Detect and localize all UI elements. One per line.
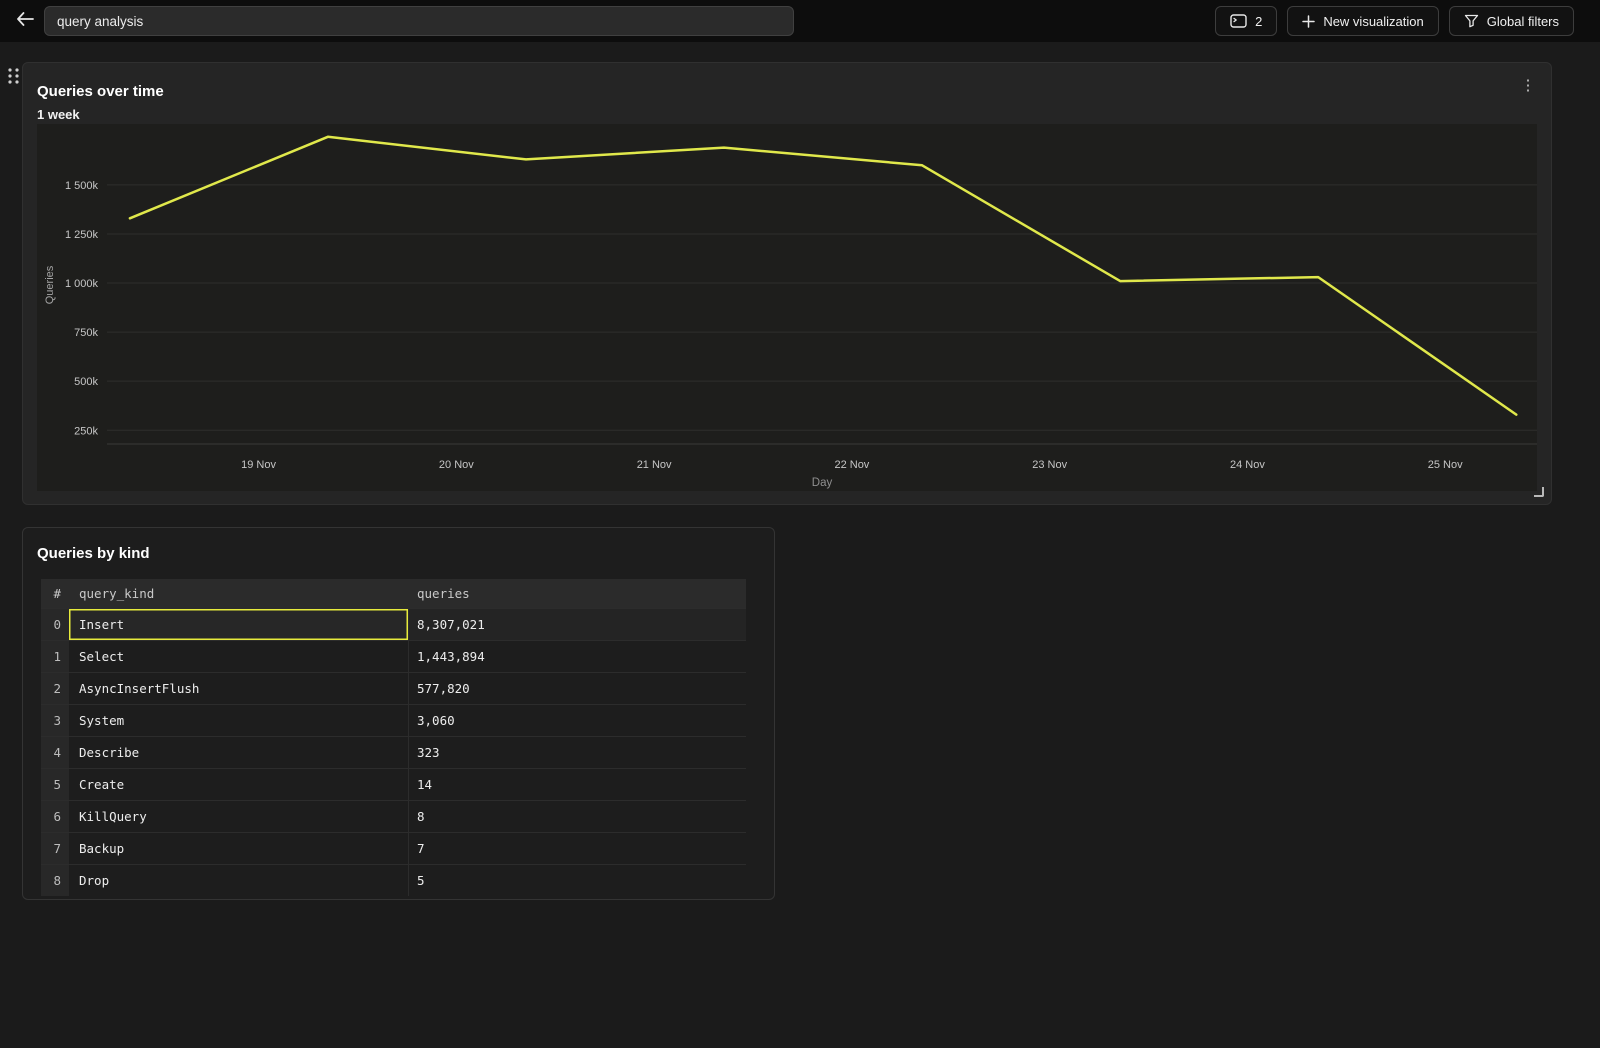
table-row: 0 Insert 8,307,021 xyxy=(41,608,746,640)
queries-by-kind-table: # query_kind queries 0 Insert 8,307,021 1 Selec… xyxy=(41,579,746,896)
chart-plot-area[interactable]: 1 500k 1 250k 1 000k 750k 500k 250k 19 Nov 20 N… xyxy=(37,124,1537,491)
chart-subtitle: 1 week xyxy=(37,107,80,122)
table-row: 8 Drop 5 xyxy=(41,864,746,896)
queries-line-series xyxy=(128,135,1518,416)
queries-value-cell[interactable]: 14 xyxy=(417,777,433,792)
topbar-actions: 2 New visualization Global filters xyxy=(1215,6,1574,36)
column-header-query_kind[interactable]: query_kind xyxy=(79,586,155,601)
table-panel: Queries by kind # query_kind queries 0 Inser… xyxy=(22,527,775,900)
x-tick-label: 25 Nov xyxy=(1428,459,1463,471)
chart-title: Queries over time xyxy=(37,83,164,100)
table-row: 4 Describe 323 xyxy=(41,736,746,768)
y-axis-title: Queries xyxy=(44,265,56,304)
query-kind-cell[interactable]: Insert xyxy=(69,609,409,640)
global-filters-button[interactable]: Global filters xyxy=(1448,6,1574,36)
funnel-icon xyxy=(1464,14,1479,28)
row-index-cell[interactable]: 6 xyxy=(41,801,69,832)
queries-value-cell[interactable]: 1,443,894 xyxy=(417,649,485,664)
table-row: 3 System 3,060 xyxy=(41,704,746,736)
query-kind-cell[interactable]: Select xyxy=(69,641,409,672)
chart-panel: Queries over time 1 week ⋮ 1 500k 1 250k 1… xyxy=(22,62,1552,505)
query-kind-cell[interactable]: Backup xyxy=(69,833,409,864)
query-kind-cell[interactable]: AsyncInsertFlush xyxy=(69,673,409,704)
table-row: 1 Select 1,443,894 xyxy=(41,640,746,672)
new-visualization-label: New visualization xyxy=(1323,13,1424,29)
query-kind-cell[interactable]: Describe xyxy=(69,737,409,768)
row-index-cell[interactable]: 0 xyxy=(41,609,69,640)
x-tick-label: 20 Nov xyxy=(439,459,474,471)
queries-value-cell[interactable]: 323 xyxy=(417,745,440,760)
queries-value-cell[interactable]: 8,307,021 xyxy=(409,609,746,640)
console-count: 2 xyxy=(1255,13,1263,29)
topbar: 2 New visualization Global filters xyxy=(0,0,1600,42)
y-tick-label: 750k xyxy=(74,327,98,339)
query-kind-cell[interactable]: Drop xyxy=(69,865,409,896)
global-filters-label: Global filters xyxy=(1486,13,1559,29)
queries-value-cell[interactable]: 5 xyxy=(417,873,425,888)
chart-svg: 1 500k 1 250k 1 000k 750k 500k 250k 19 Nov 20 N… xyxy=(44,135,1537,489)
plus-icon xyxy=(1302,14,1316,28)
row-index-cell[interactable]: 5 xyxy=(41,769,69,800)
console-icon xyxy=(1230,14,1247,28)
row-index-cell[interactable]: 4 xyxy=(41,737,69,768)
console-count-button[interactable]: 2 xyxy=(1215,6,1278,36)
row-index-cell[interactable]: 7 xyxy=(41,833,69,864)
row-index-cell[interactable]: 2 xyxy=(41,673,69,704)
drag-handle-icon[interactable] xyxy=(6,66,22,86)
x-tick-label: 22 Nov xyxy=(834,459,869,471)
table-header-row: # query_kind queries xyxy=(41,579,746,608)
query-kind-cell[interactable]: Create xyxy=(69,769,409,800)
row-index-cell[interactable]: 1 xyxy=(41,641,69,672)
x-tick-label: 24 Nov xyxy=(1230,459,1265,471)
table-row: 5 Create 14 xyxy=(41,768,746,800)
queries-value-cell[interactable]: 577,820 xyxy=(417,681,470,696)
table-row: 2 AsyncInsertFlush 577,820 xyxy=(41,672,746,704)
table-row: 7 Backup 7 xyxy=(41,832,746,864)
column-header-index[interactable]: # xyxy=(53,586,61,601)
y-tick-label: 1 500k xyxy=(65,180,99,192)
queries-value-cell[interactable]: 7 xyxy=(417,841,425,856)
query-kind-cell[interactable]: KillQuery xyxy=(69,801,409,832)
queries-value-cell[interactable]: 8 xyxy=(417,809,425,824)
dashboard-title-input[interactable] xyxy=(44,6,794,36)
y-tick-label: 1 000k xyxy=(65,278,99,290)
resize-corner-icon[interactable] xyxy=(1534,487,1544,497)
query-kind-cell[interactable]: System xyxy=(69,705,409,736)
y-tick-label: 250k xyxy=(74,425,98,437)
x-tick-label: 19 Nov xyxy=(241,459,276,471)
arrow-left-icon xyxy=(16,11,34,31)
y-tick-label: 1 250k xyxy=(65,229,99,241)
y-tick-label: 500k xyxy=(74,376,98,388)
column-header-queries[interactable]: queries xyxy=(417,586,470,601)
x-axis-title: Day xyxy=(812,477,833,489)
table-title: Queries by kind xyxy=(37,545,150,562)
row-index-cell[interactable]: 8 xyxy=(41,865,69,896)
table-row: 6 KillQuery 8 xyxy=(41,800,746,832)
row-index-cell[interactable]: 3 xyxy=(41,705,69,736)
x-tick-label: 21 Nov xyxy=(637,459,672,471)
new-visualization-button[interactable]: New visualization xyxy=(1287,6,1439,36)
back-button[interactable] xyxy=(10,6,40,36)
kebab-menu-icon[interactable]: ⋮ xyxy=(1520,77,1536,94)
x-tick-label: 23 Nov xyxy=(1032,459,1067,471)
queries-value-cell[interactable]: 3,060 xyxy=(417,713,455,728)
